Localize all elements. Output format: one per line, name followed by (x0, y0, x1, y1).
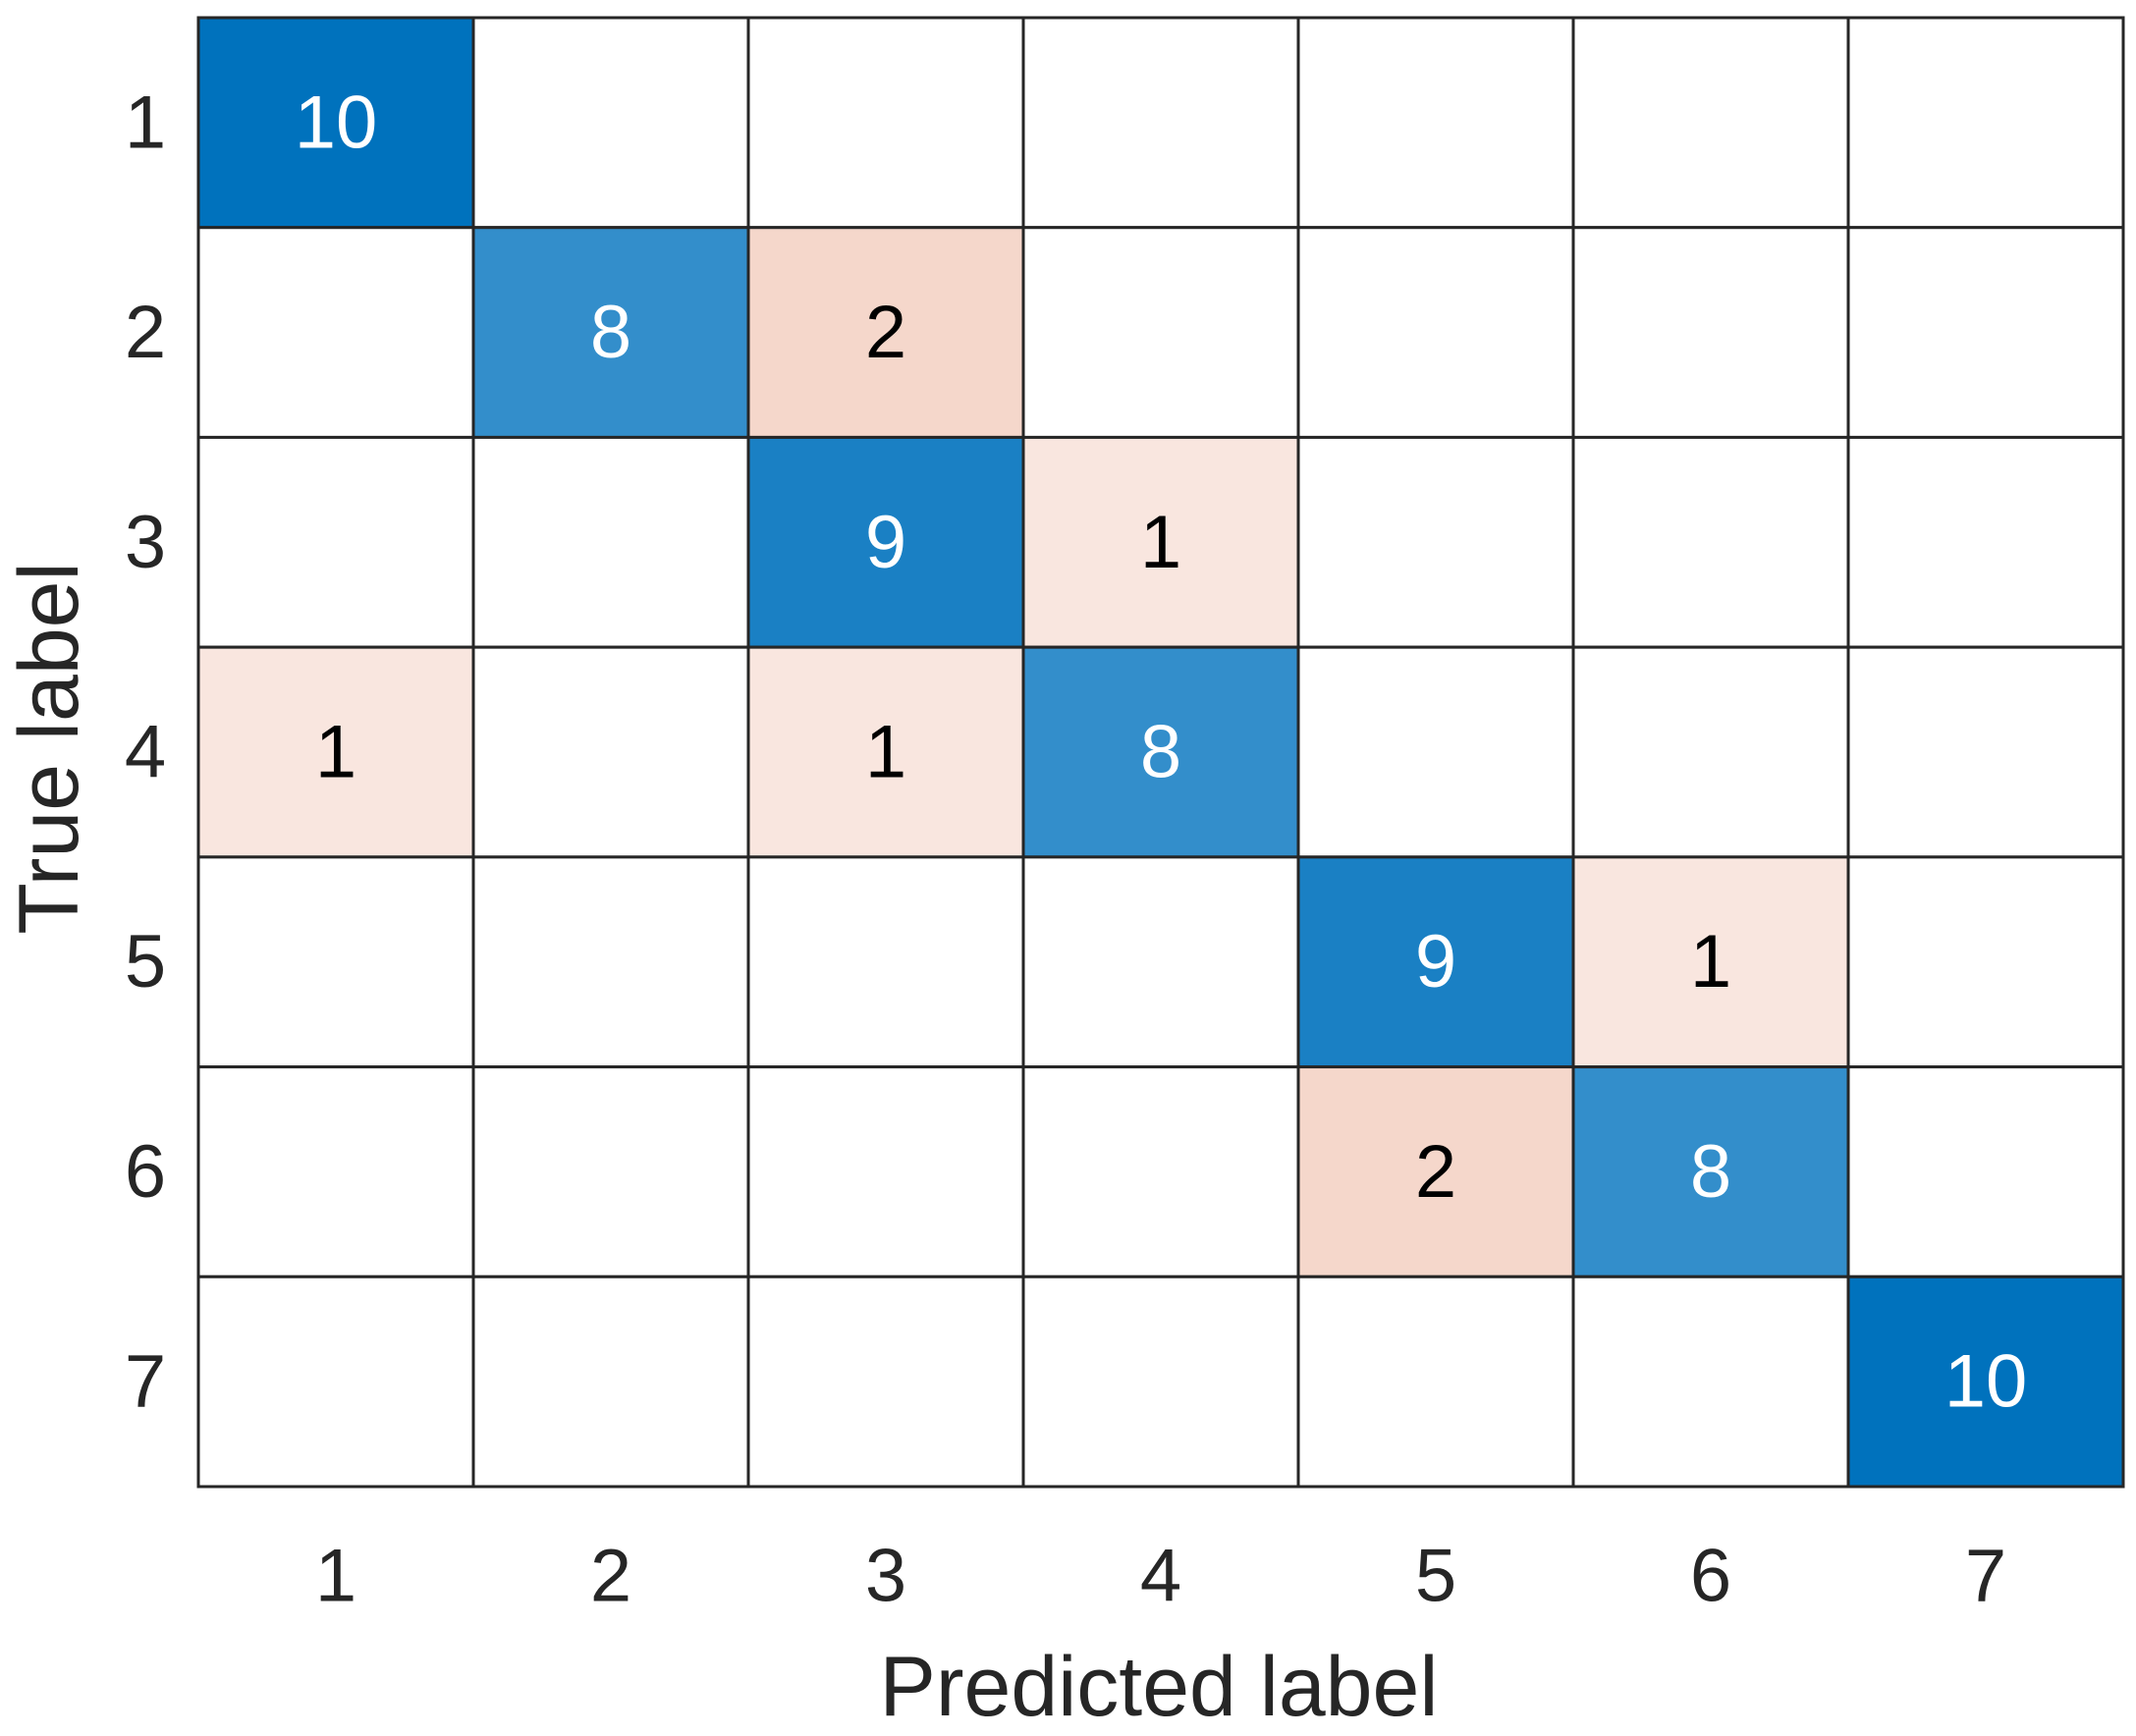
cell-r6-c3 (746, 1065, 1025, 1278)
cell-r3-c4 (1021, 435, 1300, 649)
cell-r2-c6 (1571, 226, 1850, 439)
x-axis-label: Predicted label (880, 1640, 1439, 1734)
y-tick-label-7: 7 (125, 1340, 166, 1424)
cell-r1-c6 (1571, 16, 1850, 230)
cell-r1-c1 (196, 16, 475, 230)
cell-r6-c1 (196, 1065, 475, 1278)
cell-r3-c1 (196, 435, 475, 649)
cell-r7-c4 (1021, 1275, 1300, 1489)
cell-r7-c5 (1296, 1275, 1575, 1489)
cell-r2-c1 (196, 226, 475, 439)
cell-r7-c7 (1846, 1275, 2125, 1489)
x-tick-label-4: 4 (1140, 1535, 1181, 1618)
cell-r1-c3 (746, 16, 1025, 230)
cell-value-r4-c4: 8 (1140, 711, 1181, 794)
y-axis-label: True label (2, 562, 96, 934)
cell-r7-c1 (196, 1275, 475, 1489)
cell-r4-c7 (1846, 645, 2125, 859)
cell-r3-c7 (1846, 435, 2125, 649)
cell-r2-c7 (1846, 226, 2125, 439)
y-tick-label-6: 6 (125, 1130, 166, 1214)
y-tick-label-4: 4 (125, 711, 166, 794)
cell-r7-c3 (746, 1275, 1025, 1489)
cell-r2-c3 (746, 226, 1025, 439)
cell-r7-c2 (471, 1275, 750, 1489)
cell-r4-c6 (1571, 645, 1850, 859)
cell-value-r2-c3: 2 (865, 291, 906, 374)
cell-r6-c5 (1296, 1065, 1575, 1278)
cell-r5-c3 (746, 855, 1025, 1069)
cell-value-r3-c4: 1 (1140, 501, 1181, 584)
cell-r3-c5 (1296, 435, 1575, 649)
cell-r1-c5 (1296, 16, 1575, 230)
y-tick-label-5: 5 (125, 920, 166, 1004)
cell-r5-c2 (471, 855, 750, 1069)
cell-value-r6-c5: 2 (1415, 1130, 1456, 1214)
cell-value-r4-c1: 1 (315, 711, 356, 794)
cell-value-r7-c7: 10 (1944, 1340, 2028, 1424)
cell-r4-c5 (1296, 645, 1575, 859)
cell-r3-c6 (1571, 435, 1850, 649)
x-tick-label-6: 6 (1690, 1535, 1731, 1618)
y-tick-label-2: 2 (125, 291, 166, 374)
cell-r4-c2 (471, 645, 750, 859)
cell-value-r4-c3: 1 (865, 711, 906, 794)
cell-r4-c1 (196, 645, 475, 859)
cell-r1-c7 (1846, 16, 2125, 230)
cell-r6-c7 (1846, 1065, 2125, 1278)
cell-value-r3-c3: 9 (865, 501, 906, 584)
cell-r3-c3 (746, 435, 1025, 649)
cell-labels-layer: 10 8 2 9 1 1 1 8 9 1 2 8 10 (295, 81, 2028, 1423)
y-tick-label-3: 3 (125, 501, 166, 584)
cell-r2-c4 (1021, 226, 1300, 439)
ticks-layer: 1 2 3 4 5 6 7 1 2 3 4 5 6 7 (125, 81, 2006, 1617)
cell-value-r5-c5: 9 (1415, 920, 1456, 1004)
cells-layer (196, 16, 2125, 1489)
x-tick-label-1: 1 (315, 1535, 356, 1618)
cell-r1-c4 (1021, 16, 1300, 230)
cell-value-r1-c1: 10 (295, 81, 378, 164)
cell-value-r5-c6: 1 (1690, 920, 1731, 1004)
cell-r7-c6 (1571, 1275, 1850, 1489)
x-tick-label-5: 5 (1415, 1535, 1456, 1618)
cell-r5-c7 (1846, 855, 2125, 1069)
cell-value-r6-c6: 8 (1690, 1130, 1731, 1214)
cell-r2-c5 (1296, 226, 1575, 439)
cell-r4-c4 (1021, 645, 1300, 859)
cell-r6-c2 (471, 1065, 750, 1278)
cell-r3-c2 (471, 435, 750, 649)
y-tick-label-1: 1 (125, 81, 166, 164)
cell-r6-c4 (1021, 1065, 1300, 1278)
cell-r1-c2 (471, 16, 750, 230)
cell-r5-c1 (196, 855, 475, 1069)
cell-r5-c4 (1021, 855, 1300, 1069)
x-tick-label-3: 3 (865, 1535, 906, 1618)
cell-value-r2-c2: 8 (590, 291, 631, 374)
x-tick-label-2: 2 (590, 1535, 631, 1618)
x-tick-label-7: 7 (1965, 1535, 2006, 1618)
